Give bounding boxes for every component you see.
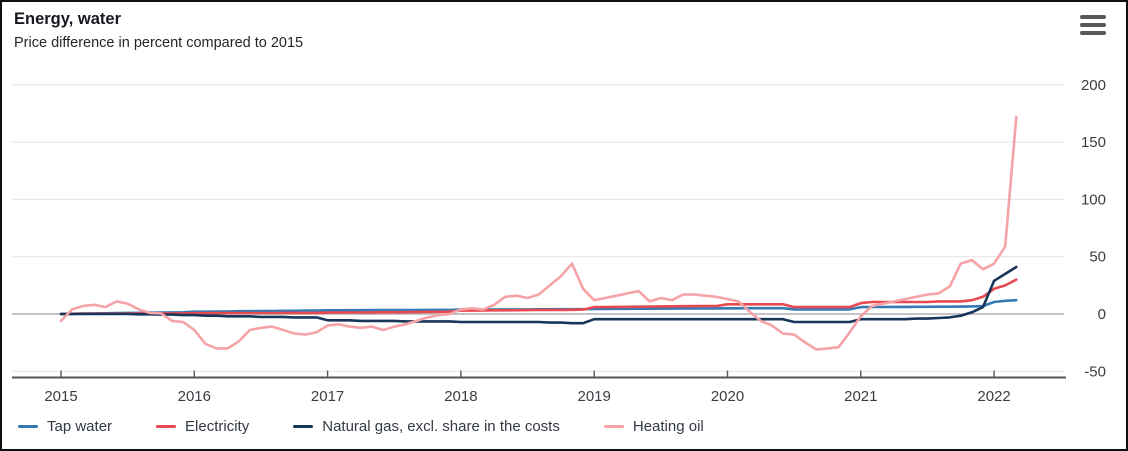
x-tick-label: 2017 — [311, 388, 344, 405]
chart-legend: Tap water Electricity Natural gas, excl. s… — [18, 418, 704, 435]
legend-swatch-icon — [293, 424, 314, 429]
legend-item-tap-water[interactable]: Tap water — [18, 418, 112, 435]
x-tick-label: 2022 — [977, 388, 1010, 405]
x-tick-label: 2019 — [578, 388, 611, 405]
hamburger-bar — [1080, 15, 1106, 19]
y-tick-label: 150 — [1081, 134, 1106, 151]
y-tick-label: 200 — [1081, 77, 1106, 94]
chart-title: Energy, water — [14, 10, 121, 28]
y-gridlines — [12, 84, 1064, 372]
y-tick-label: 0 — [1098, 306, 1106, 323]
x-tick-label: 2021 — [844, 388, 877, 405]
chart-subtitle: Price difference in percent compared to … — [14, 35, 304, 51]
series-line-heating-oil — [59, 115, 1018, 351]
hamburger-bar — [1080, 23, 1106, 27]
legend-label: Heating oil — [632, 418, 704, 435]
series-line-electricity — [59, 278, 1018, 316]
legend-label: Electricity — [185, 418, 250, 435]
y-tick-label: 50 — [1089, 249, 1106, 266]
legend-item-electricity[interactable]: Electricity — [156, 418, 249, 435]
x-tick-label: 2015 — [44, 388, 77, 405]
legend-swatch-icon — [156, 424, 177, 429]
legend-item-heating-oil[interactable]: Heating oil — [603, 418, 704, 435]
y-axis-labels: -50 0 50 100 150 200 — [1081, 77, 1106, 380]
y-tick-label: -50 — [1084, 363, 1106, 380]
x-tick-label: 2016 — [178, 388, 211, 405]
x-tick-label: 2018 — [444, 388, 477, 405]
hamburger-menu-icon[interactable] — [1080, 15, 1106, 35]
hamburger-bar — [1080, 31, 1106, 35]
legend-swatch-icon — [603, 424, 624, 429]
legend-label: Natural gas, excl. share in the costs — [322, 418, 560, 435]
x-axis: 2015 2016 2017 2018 2019 2020 2021 2022 — [12, 370, 1066, 405]
x-tick-label: 2020 — [711, 388, 744, 405]
legend-item-natural-gas-excl-share-in-the-costs[interactable]: Natural gas, excl. share in the costs — [293, 418, 560, 435]
legend-label: Tap water — [47, 418, 113, 435]
legend-swatch-icon — [18, 424, 38, 429]
y-tick-label: 100 — [1081, 191, 1106, 208]
